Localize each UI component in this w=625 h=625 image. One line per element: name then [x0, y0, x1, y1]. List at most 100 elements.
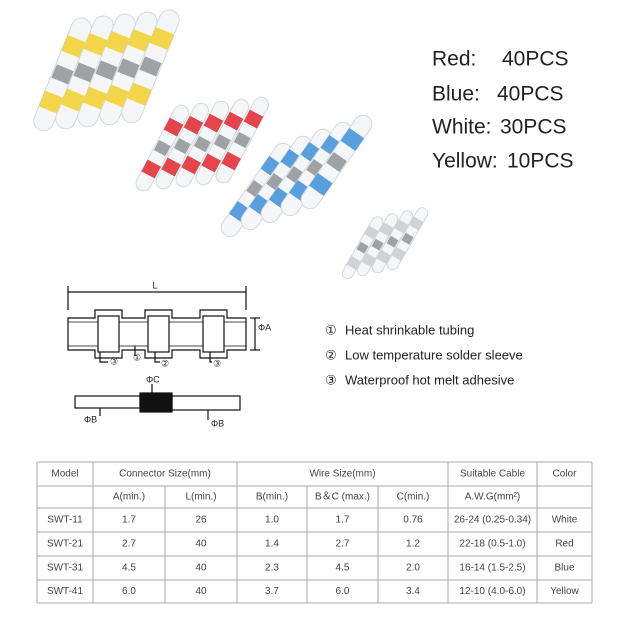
table-cell: 26-24 (0.25-0.34): [454, 515, 531, 526]
solder-sleeve: [117, 58, 140, 79]
table-cell: 2.7: [122, 539, 136, 550]
qty-count: 40PCS: [502, 48, 569, 71]
adhesive-band: [105, 31, 131, 55]
table-cell: 3.7: [265, 586, 279, 597]
table-header: Connector Size(mm): [119, 469, 211, 480]
connector: [341, 216, 384, 280]
qty-count: 40PCS: [497, 83, 564, 106]
table-cell: 1.7: [336, 515, 350, 526]
legend-marker: ①: [325, 322, 337, 337]
table-cell: 4.5: [122, 563, 136, 574]
adhesive-band: [82, 86, 108, 110]
table-cell: 0.76: [403, 515, 423, 526]
table-subheader: L(min.): [185, 492, 216, 503]
solder-sleeve: [233, 131, 251, 149]
adhesive-band: [394, 219, 409, 234]
tube-diagram: [67, 286, 260, 420]
connector: [99, 11, 158, 126]
solder-sleeve: [95, 60, 118, 81]
legend-marker: ②: [325, 347, 337, 362]
legend-text: Waterproof hot melt adhesive: [345, 372, 514, 387]
length-label: L: [152, 280, 157, 290]
table-cell: 1.7: [122, 515, 136, 526]
adhesive-band: [376, 249, 391, 264]
table-cell: SWT-21: [47, 539, 84, 550]
table-cell: White: [552, 515, 578, 526]
qty-label: White:: [432, 116, 492, 139]
table-subheader: A.W.G(mm²): [465, 492, 521, 503]
adhesive-band: [181, 155, 201, 175]
table-cell: 22-18 (0.5-1.0): [459, 539, 525, 550]
table-cell: 6.0: [122, 586, 136, 597]
connector: [300, 114, 373, 210]
table-cell: 1.2: [406, 539, 420, 550]
connector: [386, 207, 429, 271]
adhesive-band: [364, 225, 379, 240]
table-subheader: A(min.): [113, 492, 145, 503]
legend-text: Low temperature solder sleeve: [345, 347, 523, 362]
table-cell: 1.4: [265, 539, 279, 550]
callout: ②: [161, 358, 169, 368]
table-subheader: C(min.): [397, 492, 430, 503]
solder-sleeve: [401, 232, 414, 245]
adhesive-band: [409, 216, 424, 231]
adhesive-band: [61, 35, 87, 59]
adhesive-band: [243, 109, 264, 129]
adhesive-band: [203, 113, 224, 133]
qty-label: Red:: [432, 48, 476, 71]
connector: [121, 9, 180, 124]
table-cell: SWT-31: [47, 563, 84, 574]
table-cell: 40: [195, 586, 207, 597]
connector: [215, 96, 270, 184]
solder-sleeve: [326, 151, 347, 172]
table-cell: 16-14 (1.5-2.5): [459, 563, 525, 574]
adhesive-band: [201, 153, 221, 173]
adhesive-band: [83, 33, 109, 57]
table-cell: 40: [195, 563, 207, 574]
solder-sleeve: [371, 238, 384, 251]
adhesive-band: [361, 252, 376, 267]
solder-sleeve: [139, 56, 162, 77]
solder-sleeve: [73, 62, 96, 83]
connector: [135, 104, 190, 192]
table-subheader: B(min.): [256, 492, 288, 503]
solder-sleeve: [173, 137, 191, 155]
table-cell: SWT-11: [47, 515, 83, 526]
adhesive-band: [340, 127, 365, 151]
table-cell: 4.5: [336, 563, 350, 574]
adhesive-band: [379, 222, 394, 237]
callout: ③: [110, 356, 118, 366]
diameter-label: ΦB: [84, 414, 97, 424]
table-cell: 6.0: [336, 586, 350, 597]
adhesive-band: [149, 27, 175, 51]
adhesive-band: [223, 111, 244, 131]
table-header: Model: [51, 469, 78, 480]
table-cell: SWT-41: [47, 586, 84, 597]
solder-sleeve: [386, 235, 399, 248]
adhesive-band: [308, 173, 333, 196]
table-subheader: B＆C (max.): [315, 492, 370, 503]
adhesive-band: [346, 255, 361, 270]
table-cell: 2.0: [406, 563, 420, 574]
table-cell: Red: [555, 539, 573, 550]
diameter-label: ΦA: [258, 322, 271, 332]
table-cell: 12-10 (4.0-6.0): [459, 586, 525, 597]
table-cell: Blue: [554, 563, 574, 574]
table-cell: 2.3: [265, 563, 279, 574]
adhesive-band: [391, 246, 406, 261]
connector: [155, 102, 210, 190]
adhesive-band: [126, 82, 152, 106]
callout: ③: [213, 358, 221, 368]
connector: [175, 100, 230, 188]
solder-sleeve: [213, 133, 231, 151]
spec-table: Model Connector Size(mm) Wire Size(mm) Suit…: [36, 461, 593, 604]
table-header: Suitable Cable: [460, 469, 525, 480]
solder-sleeve: [356, 241, 369, 254]
table-cell: Yellow: [550, 586, 579, 597]
diameter-label: ΦC: [146, 374, 160, 384]
table-cell: 26: [195, 515, 207, 526]
legend-text: Heat shrinkable tubing: [345, 322, 474, 337]
connector-photo: [33, 9, 429, 280]
adhesive-band: [127, 29, 153, 53]
